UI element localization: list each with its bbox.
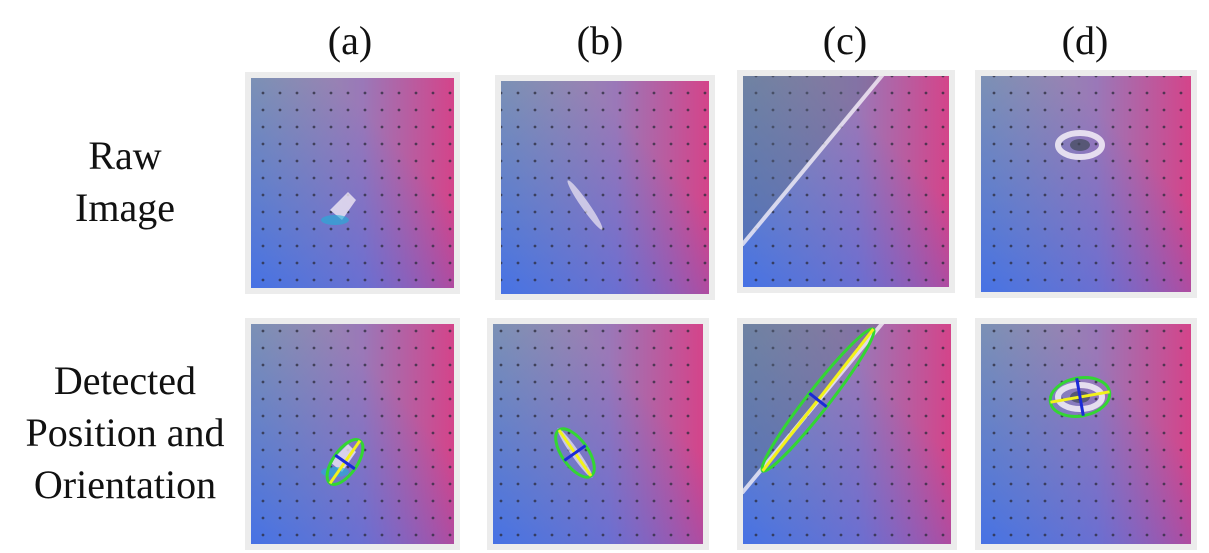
panel [487, 318, 709, 550]
sensor-image [743, 324, 951, 544]
row-label: Detected [54, 358, 196, 403]
contact-shadow [321, 215, 349, 225]
minor-axis [563, 444, 587, 462]
column-label: (c) [823, 18, 867, 63]
panel [737, 70, 955, 293]
panel [737, 318, 957, 550]
contact-edge [743, 76, 880, 250]
contact [330, 444, 356, 472]
image-dots [743, 76, 949, 287]
row-label: Position and [26, 410, 225, 455]
contact [330, 192, 356, 220]
contact [567, 180, 603, 230]
panel [975, 318, 1197, 550]
sensor-image [251, 324, 454, 544]
row-label: Raw [88, 133, 161, 178]
sensor-image [743, 76, 949, 287]
contact-edge [743, 324, 880, 498]
column-label: (d) [1062, 18, 1109, 63]
contact-core [1070, 139, 1090, 151]
detection [1048, 376, 1112, 418]
detection [760, 327, 876, 473]
sensor-image [493, 324, 703, 544]
row-label: Image [75, 185, 175, 230]
column-label: (a) [328, 18, 372, 63]
panel [975, 70, 1197, 298]
contact-ring [1055, 382, 1105, 412]
panel [495, 75, 715, 300]
image-dots [981, 76, 1191, 292]
image-dots [981, 324, 1191, 544]
image-dots [493, 324, 703, 544]
minor-axis [334, 453, 356, 471]
detection [554, 427, 596, 479]
sensor-image [501, 81, 709, 294]
sensor-image [251, 78, 454, 288]
panel [245, 72, 460, 294]
detection [325, 438, 365, 486]
contact-ring [1055, 130, 1105, 160]
sensor-image [981, 76, 1191, 292]
panel [245, 318, 460, 550]
sensor-image [981, 324, 1191, 544]
row-label: Orientation [34, 462, 216, 507]
image-dots [251, 78, 454, 288]
minor-axis [808, 392, 828, 408]
minor-axis [1075, 378, 1085, 416]
image-dots [251, 324, 454, 544]
column-label: (b) [577, 18, 624, 63]
image-dots [501, 81, 709, 294]
contact-line [743, 76, 885, 247]
